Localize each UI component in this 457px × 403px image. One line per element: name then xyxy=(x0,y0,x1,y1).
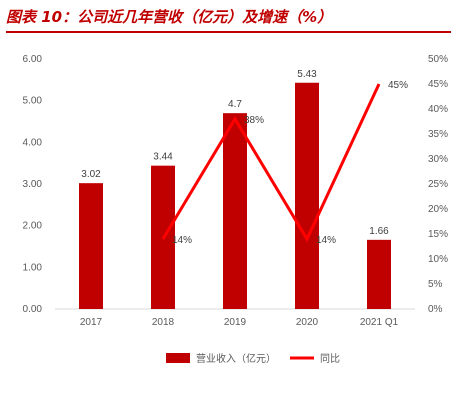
y-right-tick-label: 20% xyxy=(428,204,448,215)
y-left-tick-label: 4.00 xyxy=(23,137,43,148)
y-right-tick-label: 30% xyxy=(428,154,448,165)
x-tick-label: 2021 Q1 xyxy=(360,317,399,328)
title-rule xyxy=(6,31,451,33)
bar-value-label: 3.02 xyxy=(81,169,101,180)
bar-value-label: 3.44 xyxy=(153,152,173,163)
y-right-tick-label: 25% xyxy=(428,179,448,190)
y-left-tick-label: 6.00 xyxy=(23,54,43,65)
y-left-tick-label: 1.00 xyxy=(23,262,43,273)
y-left-tick-label: 5.00 xyxy=(23,96,43,107)
y-left-tick-label: 2.00 xyxy=(23,221,43,232)
growth-value-label: 38% xyxy=(244,115,264,126)
growth-value-label: 45% xyxy=(388,80,408,91)
legend-label-growth: 同比 xyxy=(320,353,340,365)
chart-title: 图表 10：公司近几年营收（亿元）及增速（%） xyxy=(6,8,333,26)
growth-line xyxy=(161,83,381,243)
y-right-tick-label: 45% xyxy=(428,79,448,90)
x-tick-label: 2020 xyxy=(296,317,319,328)
bar-value-label: 1.66 xyxy=(369,226,389,237)
bar-value-label: 4.7 xyxy=(228,99,242,110)
x-tick-label: 2018 xyxy=(152,317,175,328)
revenue-bar xyxy=(367,239,391,309)
y-right-tick-label: 35% xyxy=(428,129,448,140)
growth-value-label: 14% xyxy=(172,235,192,246)
revenue-bar xyxy=(223,113,247,310)
y-left-tick-label: 0.00 xyxy=(23,304,43,315)
legend-swatch-revenue xyxy=(166,353,190,363)
revenue-bar xyxy=(79,183,103,309)
x-tick-label: 2017 xyxy=(80,317,103,328)
y-right-tick-label: 40% xyxy=(428,104,448,115)
y-right-tick-label: 0% xyxy=(428,304,443,315)
bar-value-label: 5.43 xyxy=(297,69,317,80)
revenue-bar xyxy=(295,82,319,309)
y-right-tick-label: 10% xyxy=(428,254,448,265)
legend-label-revenue: 营业收入（亿元） xyxy=(196,352,276,365)
y-right-tick-label: 15% xyxy=(428,229,448,240)
x-tick-label: 2019 xyxy=(224,317,247,328)
y-right-tick-label: 50% xyxy=(428,54,448,65)
y-right-tick-label: 5% xyxy=(428,279,443,290)
growth-value-label: 14% xyxy=(316,235,336,246)
y-left-tick-label: 3.00 xyxy=(23,179,43,190)
